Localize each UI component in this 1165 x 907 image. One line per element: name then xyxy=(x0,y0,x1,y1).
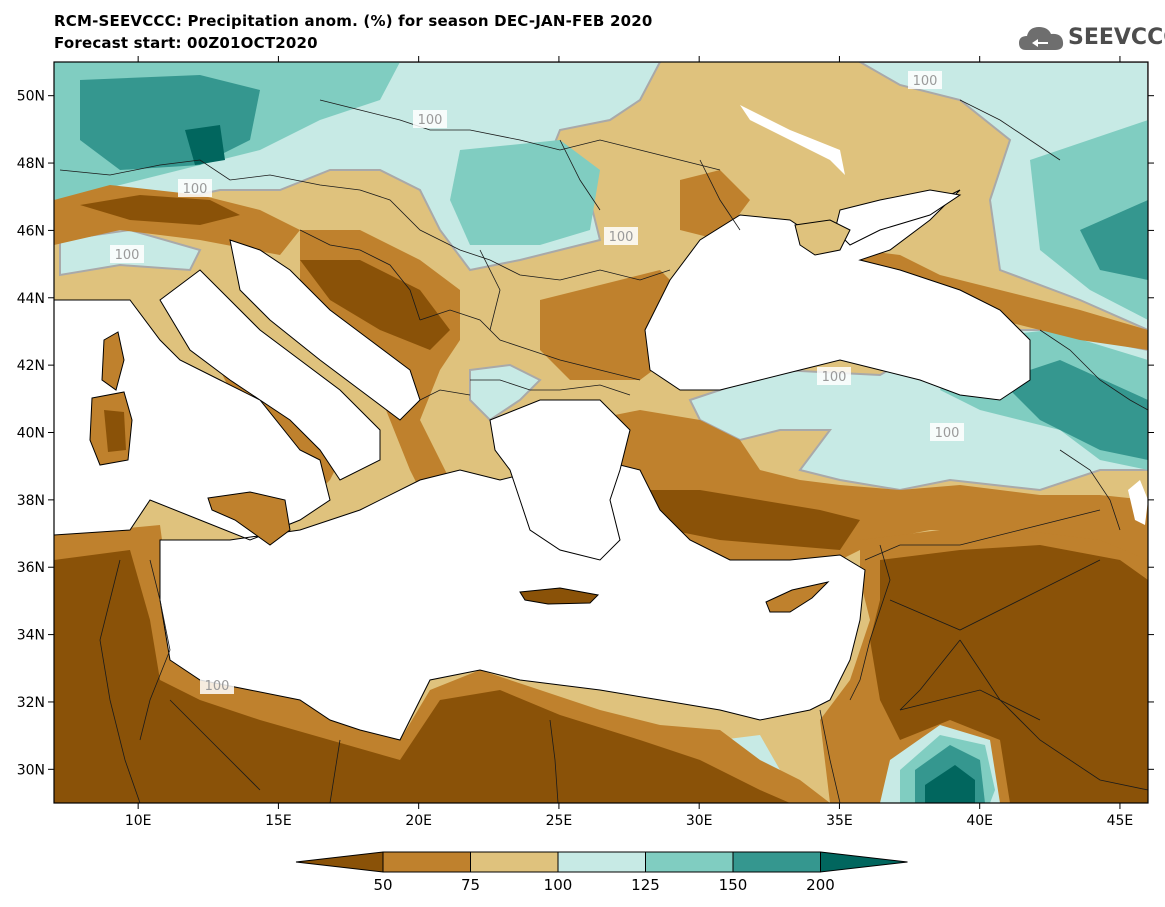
cyprus-island xyxy=(765,581,830,613)
contour-label: 100 xyxy=(822,370,847,385)
contour-label: 100 xyxy=(183,182,208,197)
y-tick-label: 48N xyxy=(17,156,45,172)
y-tick-label: 44N xyxy=(17,291,45,307)
colorbar-segment xyxy=(557,851,646,873)
map-title: RCM-SEEVCCC: Precipitation anom. (%) for… xyxy=(54,12,653,30)
corsica-island xyxy=(101,331,125,391)
y-tick-label: 46N xyxy=(17,223,45,239)
colorbar-segment xyxy=(382,851,471,873)
contour-label: 100 xyxy=(418,113,443,128)
x-tick-label: 15E xyxy=(265,813,292,829)
aegean-sea xyxy=(489,399,631,561)
mediterranean-sea xyxy=(54,239,866,741)
field-below50-north-africa xyxy=(54,550,790,803)
field-below50-mideast xyxy=(870,545,1148,803)
field-150-200-russia xyxy=(1080,200,1148,280)
seevccc-logo: SEEVCCC xyxy=(1018,22,1165,56)
y-tick-label: 32N xyxy=(17,695,45,711)
colorbar-segment xyxy=(645,851,734,873)
colorbar-segment xyxy=(470,851,559,873)
field-200plus-arabia xyxy=(925,765,975,803)
colorbar-label: 150 xyxy=(719,876,748,894)
y-tick-label: 36N xyxy=(17,560,45,576)
colorbar-label: 100 xyxy=(544,876,573,894)
colorbar-segment xyxy=(732,851,821,873)
colorbar-label: 75 xyxy=(461,876,480,894)
colorbar-low-extend xyxy=(295,851,384,873)
contour-label: 100 xyxy=(205,679,230,694)
x-tick-label: 20E xyxy=(405,813,432,829)
reservoir-ukraine xyxy=(740,105,845,175)
y-tick-label: 34N xyxy=(17,628,45,644)
y-tick-label: 42N xyxy=(17,358,45,374)
colorbar-label: 50 xyxy=(373,876,392,894)
colorbar-label: 125 xyxy=(631,876,660,894)
map-field xyxy=(54,62,1148,803)
colorbar-label: 200 xyxy=(806,876,835,894)
x-tick-label: 45E xyxy=(1107,813,1134,829)
field-below50-anatolia xyxy=(640,490,860,550)
y-tick-label: 50N xyxy=(17,89,45,105)
y-tick-label: 40N xyxy=(17,426,45,442)
y-tick-label: 38N xyxy=(17,493,45,509)
cloud-icon xyxy=(1019,27,1064,50)
field-150-200-georgia xyxy=(1000,360,1148,460)
caspian-sea xyxy=(1128,480,1148,525)
field-below50-alps xyxy=(80,195,240,225)
field-below50-balkans xyxy=(300,260,450,350)
sicily-island xyxy=(207,491,291,546)
contour-label: 100 xyxy=(609,230,634,245)
contour-label: 100 xyxy=(913,74,938,89)
forecast-start-label: Forecast start: 00Z01OCT2020 xyxy=(54,34,318,52)
colorbar: 50 75 100 125 150 200 xyxy=(295,851,908,894)
crimea-peninsula xyxy=(794,219,851,256)
x-tick-label: 40E xyxy=(966,813,993,829)
contour-labels: 100 100 100 100 100 100 100 100 xyxy=(110,71,964,694)
field-125-150-hungary xyxy=(450,140,600,245)
latitude-axis: 50N 48N 46N 44N 42N 40N 38N 36N 34N 32N 30N xyxy=(17,89,1154,778)
country-borders xyxy=(59,99,1148,803)
longitude-axis: 10E 15E 20E 25E 30E 35E 40E 45E xyxy=(125,56,1133,829)
x-tick-label: 10E xyxy=(125,813,152,829)
colorbar-high-extend xyxy=(820,851,908,873)
field-200plus-germany xyxy=(185,125,225,165)
contour-label: 100 xyxy=(935,426,960,441)
crete-island xyxy=(519,587,600,605)
field-100-125-balkans xyxy=(469,363,542,422)
x-tick-label: 35E xyxy=(826,813,853,829)
contour-label: 100 xyxy=(115,248,140,263)
x-tick-label: 25E xyxy=(546,813,573,829)
logo-text: SEEVCCC xyxy=(1068,25,1165,50)
x-tick-label: 30E xyxy=(686,813,713,829)
sardinia-core xyxy=(104,410,126,452)
y-tick-label: 30N xyxy=(17,762,45,778)
